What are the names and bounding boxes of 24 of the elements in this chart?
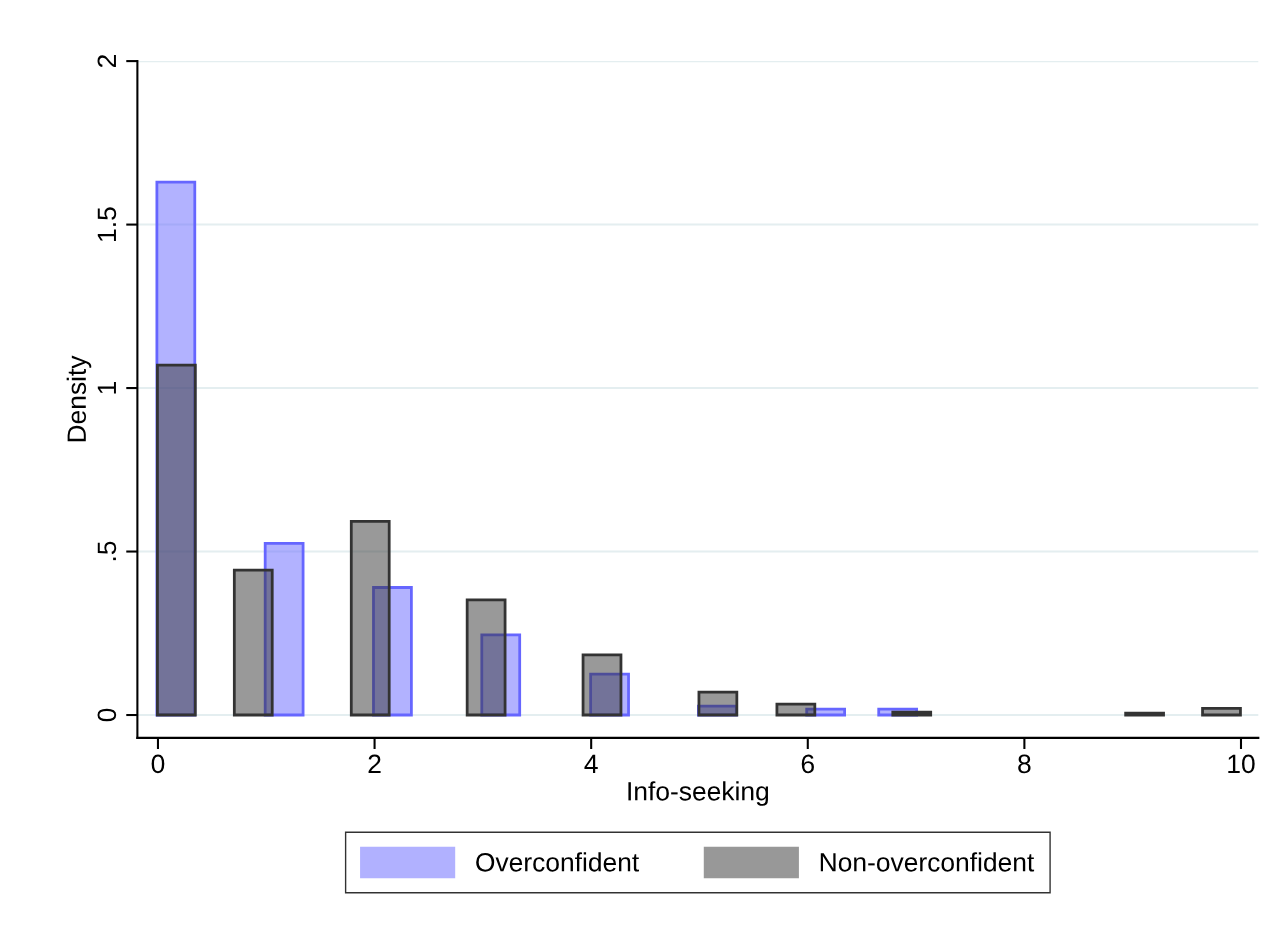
bar xyxy=(465,598,507,717)
bar xyxy=(891,710,933,717)
x-tick-label: 4 xyxy=(584,754,598,773)
x-tick-label: 6 xyxy=(801,754,814,774)
legend-label: Overconfident xyxy=(476,852,640,872)
bar xyxy=(697,690,739,717)
bar xyxy=(349,520,391,717)
y-tick-label: 1.5 xyxy=(97,207,117,241)
bar xyxy=(1201,707,1242,717)
y-tick-label: 0 xyxy=(97,708,117,722)
bar xyxy=(581,653,623,717)
y-axis-title: Density xyxy=(66,355,92,442)
y-tick-label: .5 xyxy=(97,541,117,561)
bar xyxy=(156,363,197,717)
y-tick-label: 2 xyxy=(97,55,116,68)
bar xyxy=(775,702,817,717)
x-axis-title: Info-seeking xyxy=(628,781,769,806)
y-tick-label: 1 xyxy=(97,382,116,394)
x-tick-label: 0 xyxy=(151,754,165,774)
legend-label: Non-overconfident xyxy=(820,852,1035,872)
x-tick-label: 8 xyxy=(1018,754,1031,774)
bar xyxy=(232,568,274,717)
x-tick-label: 2 xyxy=(368,754,381,773)
x-tick-label: 10 xyxy=(1228,754,1255,774)
